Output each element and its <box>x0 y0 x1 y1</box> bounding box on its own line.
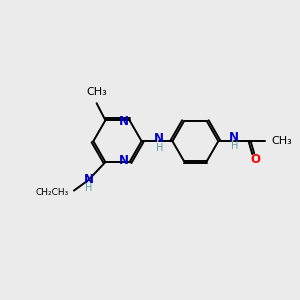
Text: CH₃: CH₃ <box>272 136 292 146</box>
Text: H: H <box>230 142 238 152</box>
Text: N: N <box>229 131 239 144</box>
Text: H: H <box>85 183 93 193</box>
Text: N: N <box>84 173 94 186</box>
Text: CH₂CH₃: CH₂CH₃ <box>35 188 69 197</box>
Text: N: N <box>119 154 129 167</box>
Text: CH₃: CH₃ <box>86 87 107 97</box>
Text: O: O <box>250 153 260 166</box>
Text: N: N <box>154 132 164 145</box>
Text: N: N <box>119 115 129 128</box>
Text: H: H <box>155 142 163 153</box>
